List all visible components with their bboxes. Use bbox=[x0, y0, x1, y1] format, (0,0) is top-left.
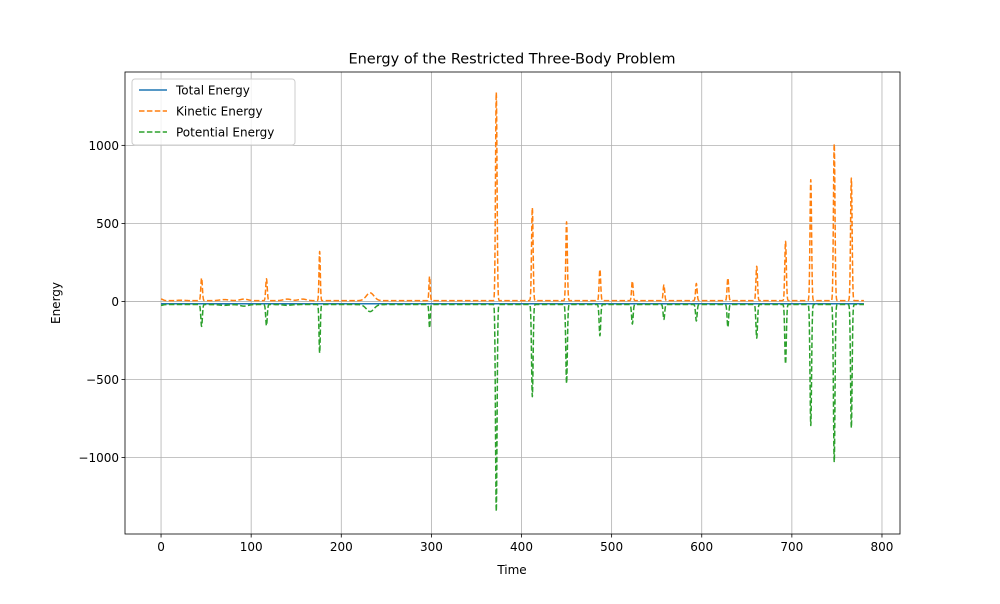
y-tick-label: −1000 bbox=[78, 451, 119, 465]
series-group bbox=[160, 91, 865, 513]
legend-label: Kinetic Energy bbox=[176, 105, 263, 119]
legend-label: Total Energy bbox=[175, 84, 250, 98]
x-tick-label: 0 bbox=[157, 540, 165, 554]
chart-title: Energy of the Restricted Three-Body Prob… bbox=[348, 52, 675, 68]
y-axis-label: Energy bbox=[49, 282, 63, 324]
grid bbox=[125, 72, 900, 534]
series-line-potential-energy bbox=[160, 303, 865, 513]
x-tick-label: 700 bbox=[780, 540, 803, 554]
plot-frame bbox=[124, 71, 901, 535]
legend-label: Potential Energy bbox=[176, 126, 274, 140]
y-tick-label: −500 bbox=[86, 373, 119, 387]
tick-group: 0 100 200 300 400 500 600 700 800 −1000 −500 0 500 10… bbox=[78, 139, 893, 554]
y-tick-label: 0 bbox=[111, 295, 119, 309]
x-tick-label: 200 bbox=[330, 540, 353, 554]
legend-box bbox=[131, 78, 296, 146]
series-line-kinetic-energy bbox=[160, 91, 865, 302]
x-tick-label: 600 bbox=[690, 540, 713, 554]
legend: Total Energy Kinetic Energy Potential Ener… bbox=[131, 78, 296, 146]
x-tick-label: 400 bbox=[510, 540, 533, 554]
x-tick-label: 500 bbox=[600, 540, 623, 554]
y-tick-label: 1000 bbox=[88, 139, 119, 153]
x-tick-label: 800 bbox=[871, 540, 894, 554]
y-tick-label: 500 bbox=[96, 217, 119, 231]
x-axis-label: Time bbox=[496, 563, 526, 577]
x-tick-label: 100 bbox=[240, 540, 263, 554]
x-tick-label: 300 bbox=[420, 540, 443, 554]
